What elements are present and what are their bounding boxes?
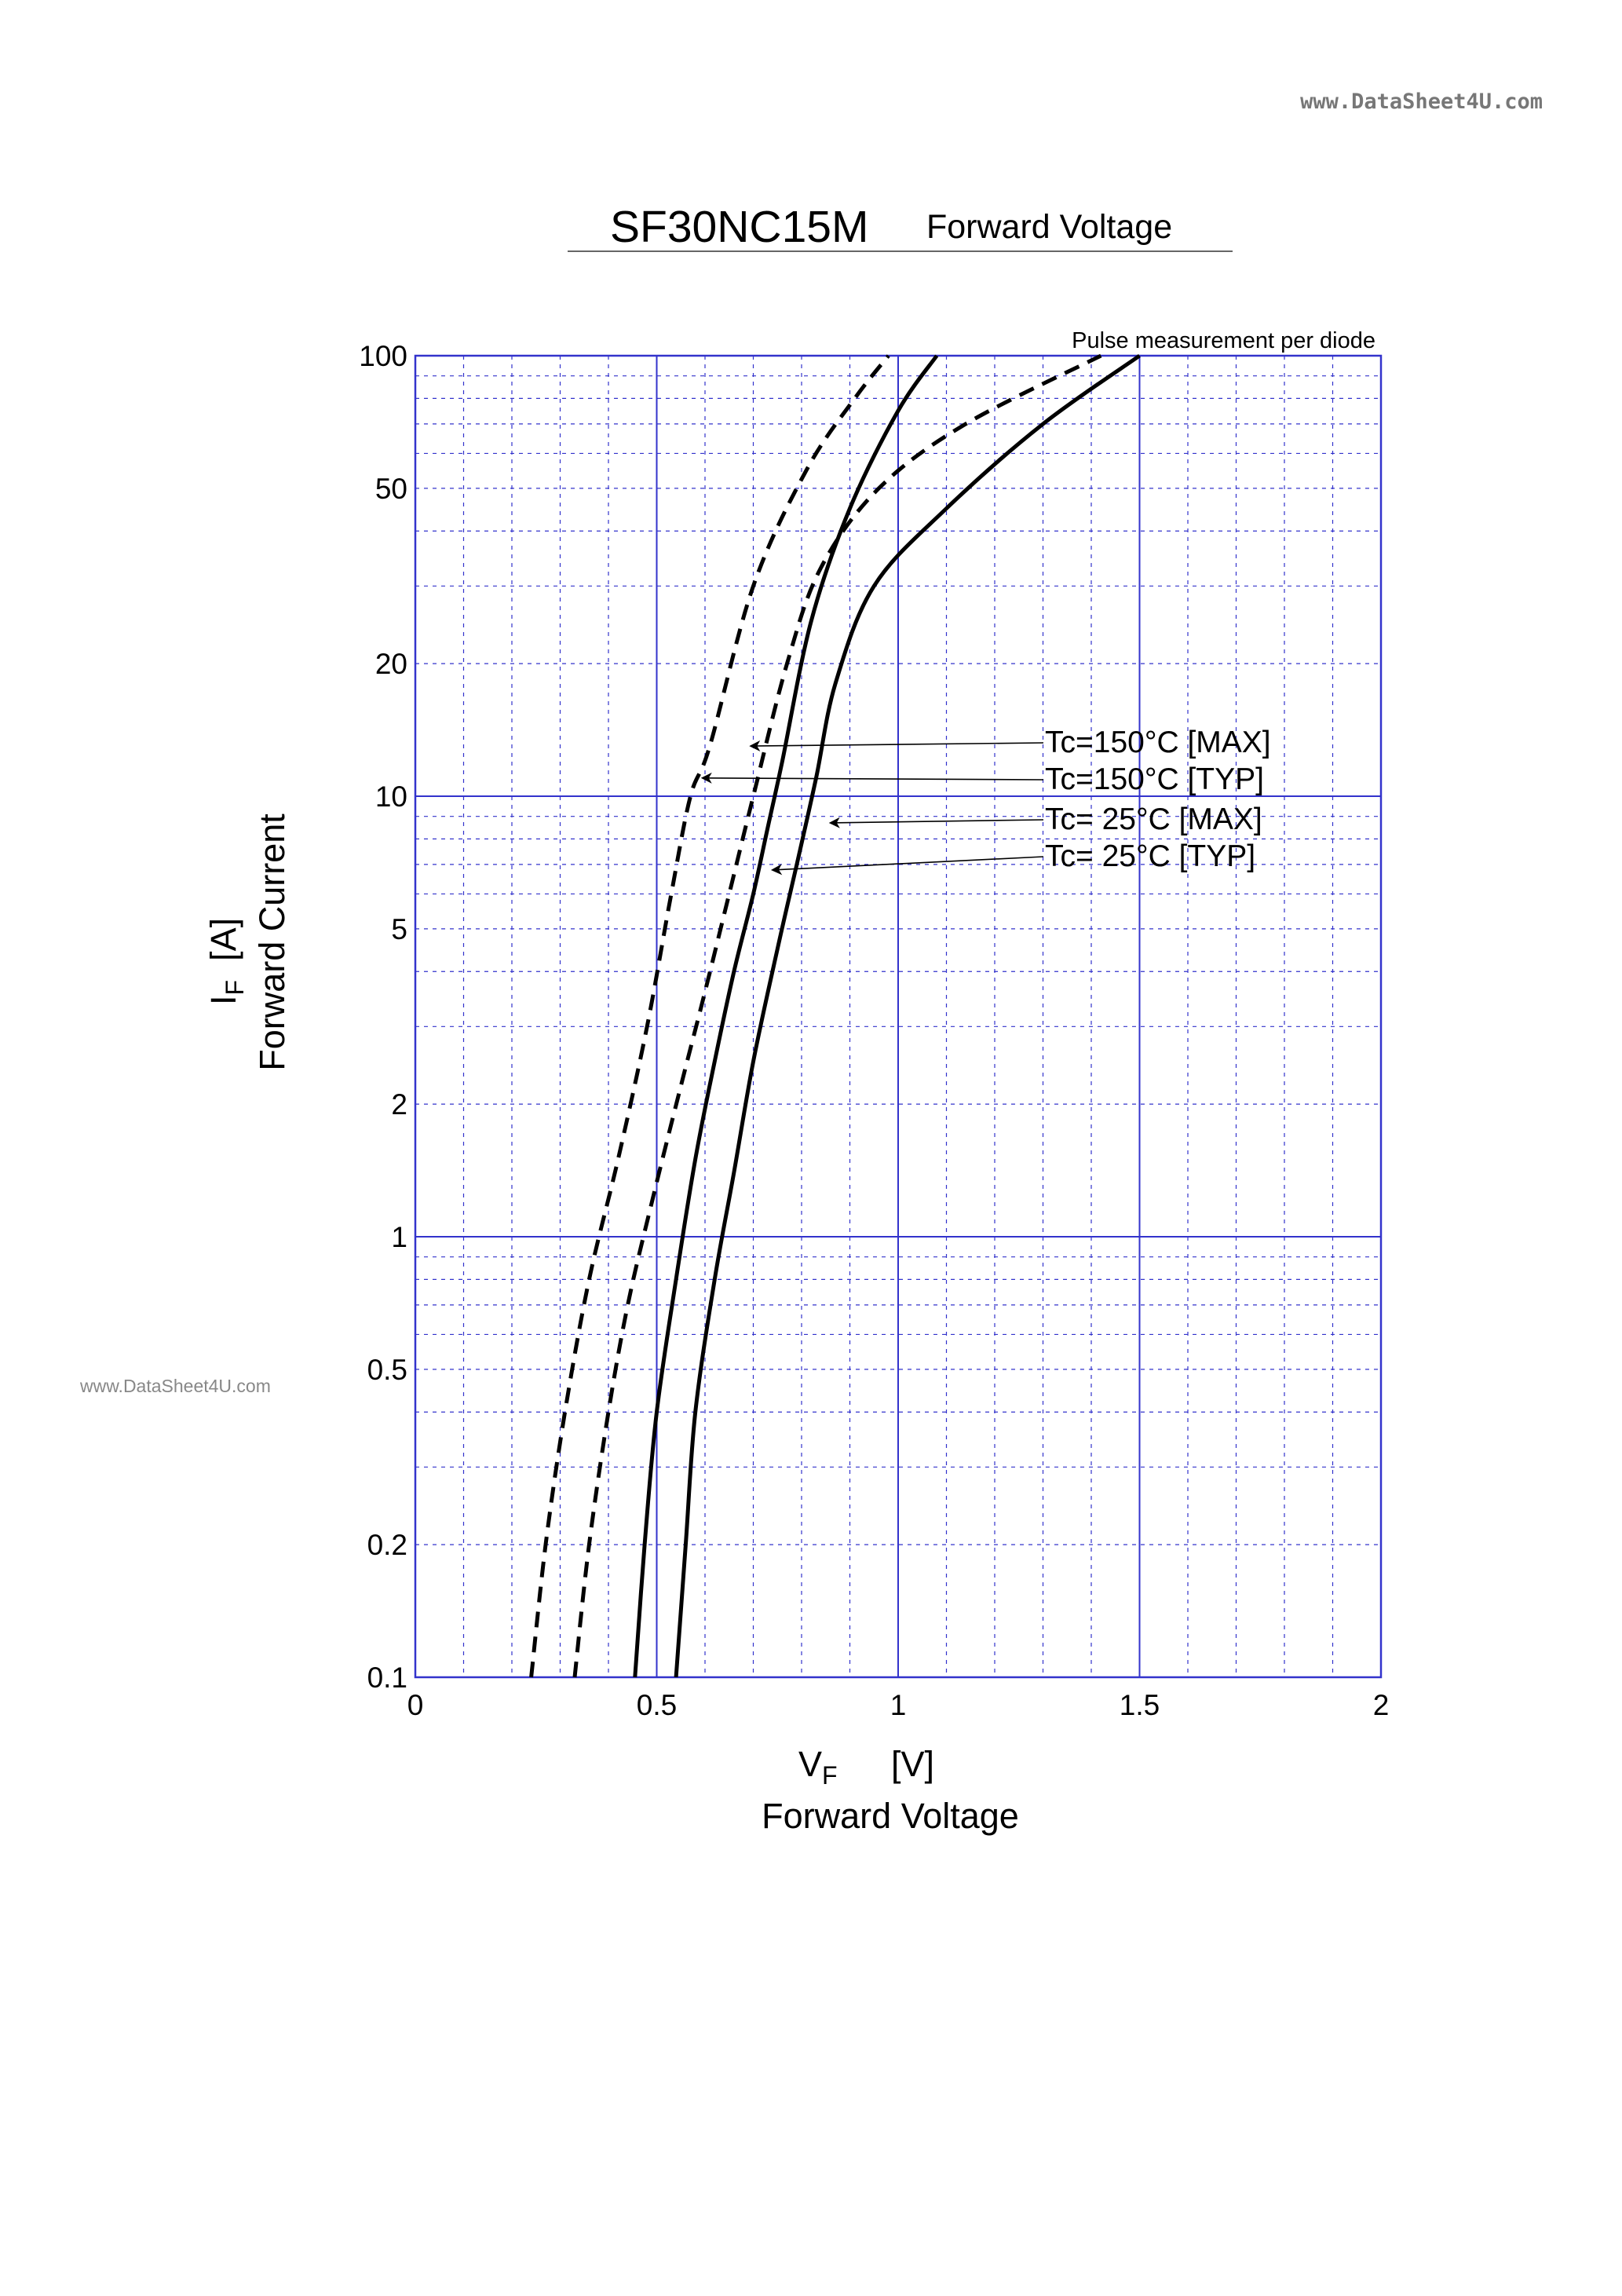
y-tick-label: 50 xyxy=(375,473,407,505)
y-tick-label: 2 xyxy=(391,1088,407,1121)
watermark-left: www.DataSheet4U.com xyxy=(79,1376,271,1396)
annotation-arrow-1 xyxy=(700,772,1044,784)
y-axis-symbol: IF [A] xyxy=(203,918,249,1005)
chart-title: SF30NC15M xyxy=(610,202,868,252)
annotation-arrow-2 xyxy=(828,817,1044,828)
x-tick-label: 2 xyxy=(1373,1689,1390,1721)
y-tick-label: 1 xyxy=(391,1221,407,1253)
annotation-label-2: Tc= 25°C [MAX] xyxy=(1045,803,1262,836)
y-tick-label: 100 xyxy=(359,340,407,372)
plot-frame xyxy=(414,354,1383,1679)
y-tick-label: 10 xyxy=(375,781,407,813)
watermark-top: www.DataSheet4U.com xyxy=(1300,90,1543,114)
x-axis-symbol-subscript: F xyxy=(822,1761,838,1790)
y-tick-label: 0.2 xyxy=(367,1529,407,1561)
annotation-label-0: Tc=150°C [MAX] xyxy=(1045,726,1271,759)
y-tick-label: 0.5 xyxy=(367,1354,407,1386)
y-axis-symbol-group: IF [A] xyxy=(203,918,249,1005)
annotation-arrow-0 xyxy=(749,740,1044,751)
y-axis-symbol-letter: I xyxy=(203,995,243,1005)
chart-tick-labels: 0 0.5 1 1.5 2 0.1 0.2 0.5 1 2 5 10 20 50 100 xyxy=(359,340,1389,1721)
annotation-arrow-3 xyxy=(770,856,1044,876)
chart-curves xyxy=(529,353,1141,1678)
x-tick-label: 1 xyxy=(890,1689,907,1721)
x-axis-unit: [V] xyxy=(891,1744,934,1784)
y-tick-label: 0.1 xyxy=(367,1662,407,1694)
chart-grid xyxy=(414,354,1383,1679)
x-axis-label: Forward Voltage xyxy=(762,1796,1019,1836)
y-axis-symbol-subscript: F xyxy=(221,980,249,996)
series-line-2 xyxy=(674,353,1141,1678)
chart-annotations: Tc=150°C [MAX]Tc=150°C [TYP] Tc= 25°C [MA… xyxy=(700,726,1271,876)
x-tick-label: 0 xyxy=(407,1689,424,1721)
y-tick-label: 20 xyxy=(375,648,407,680)
annotation-label-1: Tc=150°C [TYP] xyxy=(1045,762,1264,796)
series-line-1 xyxy=(529,354,890,1678)
x-tick-label: 0.5 xyxy=(637,1689,677,1721)
x-tick-label: 1.5 xyxy=(1120,1689,1160,1721)
y-axis-unit: [A] xyxy=(203,918,243,961)
y-tick-label: 5 xyxy=(391,913,407,945)
x-axis-symbol: VF xyxy=(798,1744,838,1790)
annotation-label-3: Tc= 25°C [TYP] xyxy=(1045,839,1255,873)
y-axis-label: Forward Current xyxy=(252,813,292,1071)
x-axis-symbol-letter: V xyxy=(798,1744,822,1784)
chart-subtitle: Forward Voltage xyxy=(926,208,1172,246)
pulse-note: Pulse measurement per diode xyxy=(1072,328,1375,353)
series-line-3 xyxy=(633,354,939,1678)
